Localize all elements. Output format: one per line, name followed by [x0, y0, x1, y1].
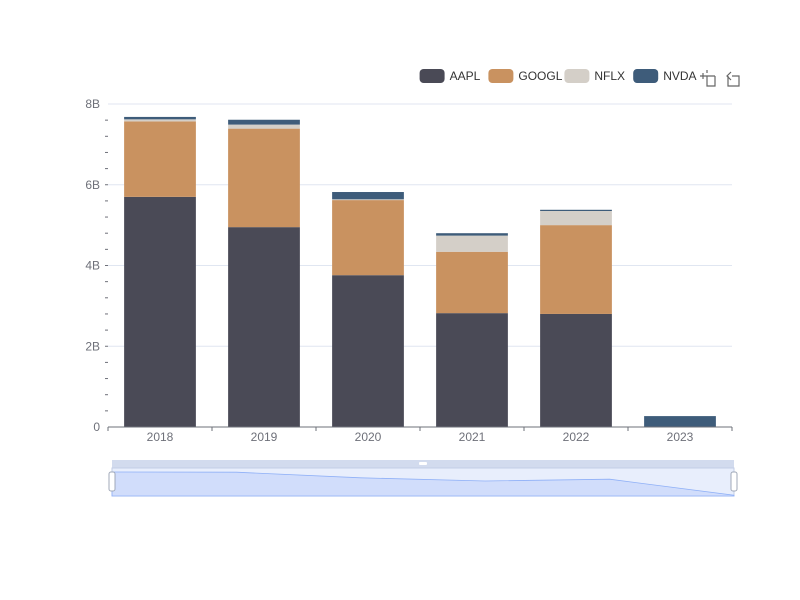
x-tick-label: 2019 — [251, 430, 278, 444]
legend-label: NFLX — [594, 69, 625, 83]
bar-nvda-2022[interactable] — [540, 209, 612, 211]
legend-swatch — [564, 69, 590, 83]
data-zoom-preview — [111, 471, 735, 497]
data-zoom-handle-left[interactable] — [108, 471, 116, 492]
legend-label: GOOGL — [518, 69, 562, 83]
x-tick-label: 2020 — [355, 430, 382, 444]
legend-item-googl[interactable]: GOOGL — [488, 69, 563, 83]
x-axis-labels: 2018 2019 2020 2021 2022 2023 — [107, 427, 733, 444]
x-tick-label: 2021 — [459, 430, 486, 444]
data-zoom-move-handle[interactable] — [419, 462, 427, 465]
bar-googl-2021[interactable] — [436, 251, 508, 314]
data-zoom-handle-right[interactable] — [730, 471, 738, 492]
x-tick-label: 2018 — [147, 430, 174, 444]
bar-nflx-2018[interactable] — [124, 119, 196, 122]
restore-icon[interactable] — [723, 68, 743, 88]
legend-label: NVDA — [663, 69, 696, 83]
bar-nvda-2021[interactable] — [436, 233, 508, 236]
zoom-icon[interactable] — [698, 68, 718, 88]
x-tick-label: 2023 — [667, 430, 694, 444]
legend-swatch — [419, 69, 445, 83]
bar-nflx-2022[interactable] — [540, 210, 612, 226]
data-zoom-slider[interactable] — [108, 460, 738, 497]
legend-swatch — [488, 69, 514, 83]
gridlines — [108, 103, 732, 347]
legend: AAPL GOOGL NFLX NVDA — [419, 69, 697, 83]
y-tick-label: 4B — [85, 259, 100, 273]
bars — [124, 116, 716, 427]
bar-aapl-2018[interactable] — [124, 196, 196, 427]
bar-googl-2018[interactable] — [124, 121, 196, 197]
bar-nflx-2021[interactable] — [436, 235, 508, 252]
bar-aapl-2021[interactable] — [436, 313, 508, 427]
bar-nvda-2019[interactable] — [228, 119, 300, 125]
y-tick-label: 0 — [93, 420, 100, 434]
y-tick-label: 8B — [85, 97, 100, 111]
legend-item-nflx[interactable]: NFLX — [564, 69, 625, 83]
bar-aapl-2019[interactable] — [228, 227, 300, 427]
x-tick-label: 2022 — [563, 430, 590, 444]
y-tick-label: 2B — [85, 339, 100, 353]
bar-googl-2019[interactable] — [228, 128, 300, 228]
bar-nflx-2019[interactable] — [228, 124, 300, 129]
y-minor-ticks — [105, 119, 108, 412]
bar-nvda-2020[interactable] — [332, 192, 404, 200]
legend-label: AAPL — [450, 69, 481, 83]
legend-item-nvda[interactable]: NVDA — [633, 69, 697, 83]
bar-nflx-2020[interactable] — [332, 199, 404, 201]
bar-googl-2022[interactable] — [540, 225, 612, 314]
y-axis-labels: 0 2B 4B 6B 8B — [85, 97, 100, 434]
legend-item-aapl[interactable]: AAPL — [419, 69, 481, 83]
bar-aapl-2022[interactable] — [540, 313, 612, 427]
bar-nvda-2018[interactable] — [124, 116, 196, 120]
bar-nvda-2023[interactable] — [644, 416, 716, 427]
legend-swatch — [633, 69, 659, 83]
y-tick-label: 6B — [85, 178, 100, 192]
bar-aapl-2020[interactable] — [332, 275, 404, 427]
bar-googl-2020[interactable] — [332, 200, 404, 276]
